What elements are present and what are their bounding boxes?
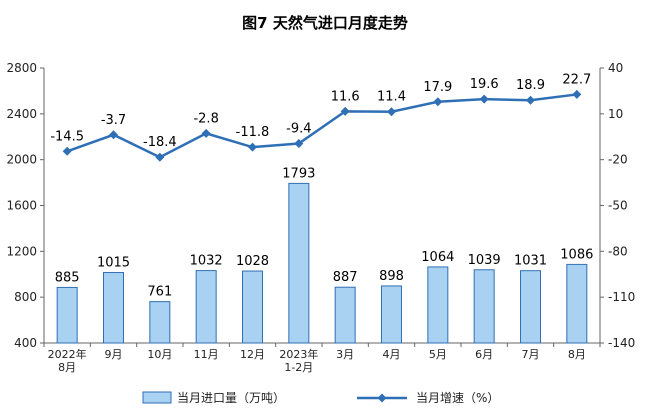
bar-data-label: 1028 bbox=[236, 254, 269, 269]
line-data-label: -11.8 bbox=[236, 125, 270, 140]
bar-data-label: 1064 bbox=[421, 250, 454, 265]
bar bbox=[195, 270, 217, 344]
x-tick-label: 12月 bbox=[240, 348, 265, 361]
line-data-label: -18.4 bbox=[143, 135, 177, 150]
bar bbox=[56, 286, 78, 344]
bar-data-label: 1031 bbox=[514, 254, 547, 269]
left-tick-label: 2800 bbox=[6, 61, 37, 75]
legend-line-label: 当月增速（%） bbox=[416, 391, 499, 405]
x-tick-label: 6月 bbox=[475, 348, 493, 361]
bar bbox=[149, 301, 171, 344]
bar bbox=[103, 272, 124, 344]
right-tick-label: -110 bbox=[608, 290, 635, 304]
line-point-marker bbox=[572, 89, 582, 99]
line-point-marker bbox=[201, 128, 211, 138]
x-tick-label: 2022年 bbox=[48, 347, 87, 361]
line-point-marker bbox=[155, 152, 165, 162]
bar-data-label: 1015 bbox=[97, 256, 130, 271]
bar-data-label: 898 bbox=[379, 269, 404, 284]
bar bbox=[334, 286, 356, 344]
legend-line-marker bbox=[377, 393, 387, 403]
bar bbox=[427, 266, 449, 344]
line-data-label: 22.7 bbox=[562, 72, 591, 87]
bar bbox=[242, 270, 263, 344]
x-tick-label: 7月 bbox=[522, 348, 540, 361]
growth-line bbox=[66, 93, 577, 159]
x-tick-label: 8月 bbox=[58, 361, 76, 374]
left-tick-label: 1200 bbox=[6, 244, 37, 258]
legend-bar-label: 当月进口量（万吨） bbox=[177, 391, 285, 405]
left-tick-label: 2000 bbox=[6, 153, 37, 167]
bar bbox=[381, 285, 402, 344]
left-tick-label: 400 bbox=[14, 336, 37, 350]
line-point-marker bbox=[340, 106, 350, 116]
bar bbox=[520, 270, 541, 344]
line-data-label: 18.9 bbox=[516, 78, 545, 93]
line-data-label: -2.8 bbox=[193, 111, 218, 126]
legend-bar-swatch bbox=[142, 391, 172, 404]
right-tick-label: 10 bbox=[608, 107, 623, 121]
line-point-marker bbox=[294, 138, 304, 148]
line-data-label: 11.6 bbox=[331, 89, 360, 104]
bar bbox=[473, 269, 495, 344]
bar-data-label: 1039 bbox=[468, 253, 501, 268]
line-point-marker bbox=[109, 130, 118, 140]
line-point-marker bbox=[248, 142, 257, 152]
right-tick-label: -80 bbox=[608, 244, 628, 258]
line-data-label: 17.9 bbox=[423, 80, 452, 95]
line-point-marker bbox=[479, 94, 489, 104]
right-tick-label: -140 bbox=[608, 336, 635, 350]
line-data-label: -14.5 bbox=[50, 129, 84, 144]
bar-data-label: 1032 bbox=[190, 254, 223, 269]
x-tick-label: 1-2月 bbox=[284, 361, 313, 374]
x-tick-label: 8月 bbox=[568, 348, 586, 361]
x-tick-label: 10月 bbox=[147, 348, 172, 361]
bar-data-label: 1086 bbox=[560, 247, 593, 262]
bar bbox=[288, 182, 310, 344]
x-tick-label: 3月 bbox=[336, 348, 354, 361]
x-tick-label: 2023年 bbox=[279, 347, 318, 361]
line-point-marker bbox=[387, 107, 396, 117]
left-tick-label: 1600 bbox=[6, 199, 37, 213]
x-tick-label: 11月 bbox=[194, 348, 219, 361]
right-tick-label: -50 bbox=[608, 199, 628, 213]
line-point-marker bbox=[526, 95, 535, 105]
line-point-marker bbox=[433, 97, 443, 107]
bar-data-label: 885 bbox=[55, 270, 80, 285]
bar bbox=[566, 263, 588, 344]
x-tick-label: 4月 bbox=[383, 348, 401, 361]
chart-title: 图7 天然气进口月度走势 bbox=[242, 14, 408, 32]
line-data-label: -3.7 bbox=[101, 113, 126, 128]
line-data-label: 11.4 bbox=[377, 90, 406, 105]
x-tick-label: 5月 bbox=[429, 348, 447, 361]
left-tick-label: 800 bbox=[14, 290, 37, 304]
right-tick-label: -20 bbox=[608, 153, 628, 167]
x-tick-label: 9月 bbox=[105, 348, 123, 361]
line-point-marker bbox=[62, 146, 72, 156]
line-data-label: 19.6 bbox=[470, 77, 499, 92]
bar-data-label: 761 bbox=[147, 285, 172, 300]
left-tick-label: 2400 bbox=[6, 107, 37, 121]
bar-data-label: 1793 bbox=[282, 166, 315, 181]
right-tick-label: 40 bbox=[608, 61, 623, 75]
bar-data-label: 887 bbox=[333, 270, 358, 285]
line-data-label: -9.4 bbox=[286, 121, 311, 136]
